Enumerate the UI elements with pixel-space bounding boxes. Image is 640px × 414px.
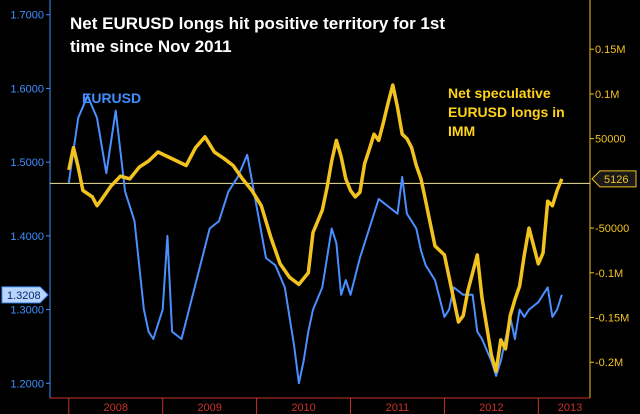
imm-series-label: Net speculative EURUSD longs in IMM	[448, 85, 565, 139]
right-axis-tick-label: -0.1M	[595, 268, 623, 280]
right-axis-tick-label: -50000	[595, 223, 629, 235]
left-axis-tick-label: 1.7000	[10, 10, 44, 22]
left-axis-tick-label: 1.4000	[10, 231, 44, 243]
imm-last-value-label: 5126	[604, 174, 628, 186]
eurusd-last-value-badge	[1, 286, 49, 304]
chart-title: Net EURUSD longs hit positive territory …	[70, 14, 445, 56]
x-axis-tick-label: 2008	[103, 402, 127, 414]
right-axis-tick-label: -0.15M	[595, 313, 629, 325]
left-axis-tick-label: 1.2000	[10, 378, 44, 390]
right-axis-tick-label: 50000	[595, 134, 626, 146]
x-axis-tick-label: 2013	[558, 402, 582, 414]
imm-last-value-badge	[591, 170, 637, 188]
left-axis-tick-label: 1.6000	[10, 83, 44, 95]
right-axis-tick-label: 0.15M	[595, 44, 626, 56]
x-axis-tick-label: 2012	[479, 402, 503, 414]
right-axis-tick-label: 0.1M	[595, 89, 619, 101]
x-axis-tick-label: 2010	[291, 402, 315, 414]
x-axis-tick-label: 2011	[386, 402, 410, 414]
x-axis-tick-label: 2009	[197, 402, 221, 414]
eurusd-series-label: EURUSD	[82, 90, 142, 106]
left-axis-tick-label: 1.5000	[10, 157, 44, 169]
eurusd-last-value-label: 1.3208	[7, 290, 41, 302]
imm-series-line	[67, 83, 564, 373]
left-axis-tick-label: 1.3000	[10, 305, 44, 317]
right-axis-tick-label: -0.2M	[595, 357, 623, 369]
plot-area	[50, 0, 590, 398]
